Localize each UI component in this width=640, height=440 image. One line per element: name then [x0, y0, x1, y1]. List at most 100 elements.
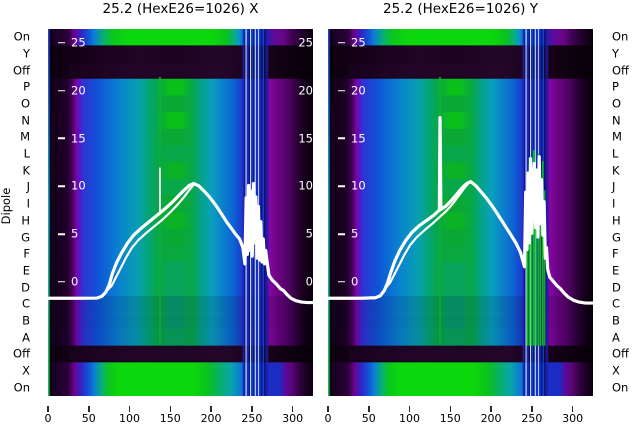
row-label: Off — [13, 62, 30, 77]
row-label: M — [612, 129, 622, 144]
value-tick-label: 5 — [58, 228, 78, 240]
x-tick-mark — [368, 406, 370, 412]
value-tick-mark — [58, 185, 65, 187]
value-tick-text: 15 — [71, 130, 86, 145]
row-label: O — [20, 96, 30, 111]
x-tick-mark — [128, 406, 131, 412]
x-tick-mark — [291, 406, 294, 412]
x-tick-mark — [251, 406, 253, 412]
value-tick-mark — [338, 137, 345, 140]
x-tick-label: 150 — [439, 412, 461, 425]
x-tick-label: 50 — [361, 412, 376, 425]
value-tick-label: 15 — [58, 130, 86, 145]
heatmap-canvas-x — [48, 29, 313, 396]
x-tick-label: 150 — [159, 412, 181, 425]
row-label: Off — [612, 346, 629, 361]
x-tick-label: 100 — [399, 412, 421, 425]
value-tick-mark — [58, 233, 65, 235]
x-tick-label: 250 — [521, 412, 543, 425]
row-labels-right: On Y Off P O N M L K J I H G F E D C B A Off X On — [612, 29, 640, 396]
row-label: X — [22, 363, 30, 378]
heatmap-panel-x: 25 25 20 20 15 15 10 10 5 5 0 0 — [48, 29, 313, 396]
value-tick-mark — [338, 89, 345, 92]
value-tick-mark — [58, 89, 65, 92]
row-label: P — [23, 79, 30, 94]
value-tick-label-right: 20 — [298, 83, 313, 98]
value-tick-label: 10 — [58, 178, 86, 193]
x-tick-label: 0 — [44, 412, 52, 425]
value-tick-mark — [338, 41, 345, 44]
value-tick-label: 20 — [58, 83, 86, 98]
x-tick-mark — [327, 406, 329, 412]
value-tick-text: 0 — [351, 274, 359, 289]
x-tick-mark — [490, 406, 492, 412]
row-label: L — [23, 146, 30, 161]
row-label: K — [22, 163, 30, 178]
row-label: N — [612, 113, 621, 127]
row-label: Y — [22, 46, 30, 61]
x-tick-label: 200 — [200, 412, 222, 425]
row-label: E — [22, 263, 30, 278]
row-label: Off — [13, 346, 30, 361]
heatmap-canvas-y — [328, 29, 593, 396]
value-tick-mark — [338, 233, 345, 235]
x-tick-mark — [571, 406, 574, 412]
row-label: M — [20, 129, 30, 144]
x-tick-label: 250 — [241, 412, 263, 425]
row-label: L — [612, 146, 619, 161]
row-label: H — [612, 213, 621, 228]
row-label: C — [612, 296, 621, 311]
value-tick-label-right: 15 — [298, 130, 313, 145]
row-label: N — [21, 113, 30, 127]
value-tick-text: 10 — [71, 178, 86, 193]
value-tick-label-right: 25 — [298, 35, 313, 50]
row-label: G — [21, 229, 30, 244]
value-tick-mark — [58, 280, 65, 283]
row-label: A — [22, 329, 30, 344]
value-tick-text: 20 — [351, 83, 366, 98]
value-tick-mark — [338, 280, 345, 283]
value-tick-text: 20 — [71, 83, 86, 98]
value-tick-text: 5 — [71, 226, 79, 241]
value-tick-label: 0 — [58, 276, 78, 288]
row-label: X — [612, 363, 620, 378]
value-tick-label-right: 10 — [298, 178, 313, 193]
row-label: B — [22, 313, 30, 328]
x-tick-label: 50 — [81, 412, 96, 425]
row-label: B — [612, 313, 620, 328]
x-tick-label: 100 — [119, 412, 141, 425]
x-axis: 0 50 100 150 200 250 300 0 50 100 150 200 250 300 — [0, 396, 640, 440]
row-label: I — [26, 196, 30, 211]
x-tick-mark — [408, 406, 411, 412]
panel-x-title: 25.2 (HexE26=1026) X — [102, 1, 259, 17]
value-tick-text: 25 — [351, 35, 366, 50]
row-label: On — [13, 29, 30, 44]
value-tick-label: 25 — [58, 37, 86, 49]
x-tick-mark — [47, 406, 49, 412]
row-label: C — [21, 296, 30, 311]
row-label: K — [612, 163, 620, 178]
x-tick-label: 300 — [562, 412, 584, 425]
row-label: Off — [612, 62, 629, 77]
row-label: Y — [612, 46, 620, 61]
value-tick-mark — [58, 137, 65, 140]
value-tick-label: 25 — [338, 37, 366, 49]
row-label: D — [21, 279, 30, 294]
value-tick-label: 15 — [338, 132, 366, 145]
value-tick-label-right: 5 — [305, 226, 313, 241]
x-tick-mark — [210, 406, 212, 412]
row-label: O — [612, 96, 622, 111]
row-label: J — [612, 179, 616, 194]
x-tick-mark — [88, 406, 90, 412]
x-tick-mark — [531, 406, 533, 412]
x-tick-mark — [449, 406, 452, 412]
row-label: On — [612, 379, 629, 394]
heatmap-panel-y: 25 20 15 10 5 0 — [328, 29, 593, 396]
value-tick-mark — [338, 185, 345, 187]
row-label: G — [612, 229, 621, 244]
value-tick-label: 10 — [338, 180, 366, 193]
row-label: On — [612, 29, 629, 44]
value-tick-text: 0 — [71, 274, 79, 289]
panel-y-title: 25.2 (HexE26=1026) Y — [382, 1, 538, 17]
x-tick-label: 300 — [282, 412, 304, 425]
